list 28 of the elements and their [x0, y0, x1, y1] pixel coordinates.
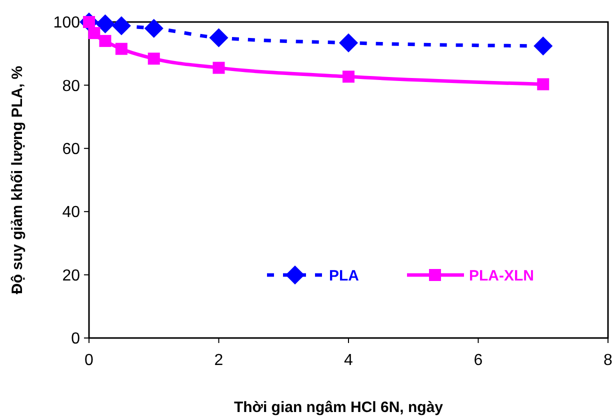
point: [112, 16, 131, 36]
point: [209, 28, 228, 48]
x-tick-label: 4: [344, 352, 354, 369]
x-axis-title: Thời gian ngâm HCl 6N, ngày: [234, 399, 444, 416]
point: [212, 62, 225, 74]
legend-label: PLA: [329, 267, 360, 284]
point: [96, 14, 115, 34]
y-tick-label: 80: [62, 78, 80, 95]
y-tick-label: 40: [62, 204, 80, 222]
x-tick-label: 0: [84, 352, 94, 369]
point: [339, 33, 358, 52]
y-tick-label: 20: [62, 267, 80, 284]
point: [148, 52, 160, 65]
point: [342, 70, 354, 83]
point: [144, 18, 164, 38]
y-tick-label: 100: [53, 14, 80, 32]
point: [88, 27, 100, 40]
point: [537, 78, 550, 90]
x-tick-label: 6: [474, 352, 483, 369]
legend-label: PLA-XLN: [469, 267, 534, 284]
y-tick-label: 60: [62, 141, 80, 158]
point: [99, 34, 112, 47]
y-axis-title: Độ suy giảm khối lượng PLA, %: [9, 66, 26, 294]
x-tick-label: 8: [604, 352, 613, 369]
y-tick-label: 0: [71, 330, 80, 348]
point: [534, 36, 553, 56]
x-tick-label: 2: [214, 352, 224, 369]
point: [115, 42, 128, 55]
